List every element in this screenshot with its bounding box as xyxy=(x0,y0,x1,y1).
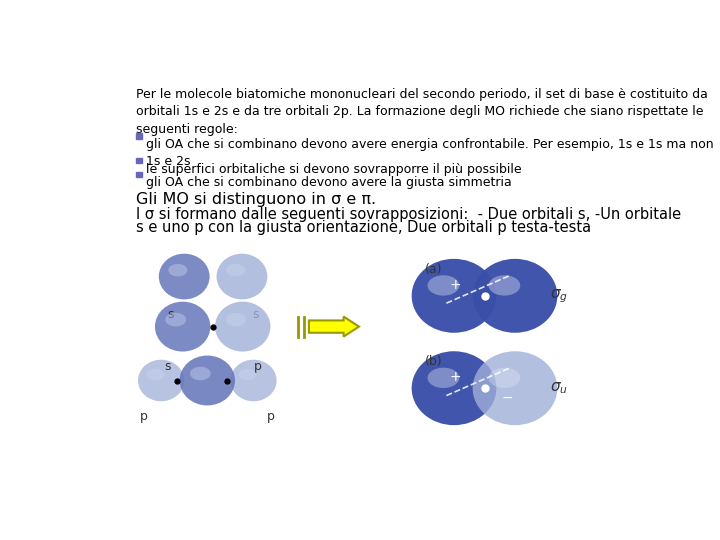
Text: +: + xyxy=(449,370,461,384)
Text: le superfici orbitaliche si devono sovrapporre il più possibile: le superfici orbitaliche si devono sovra… xyxy=(145,163,521,176)
Text: p: p xyxy=(254,361,262,374)
Ellipse shape xyxy=(428,368,459,388)
Ellipse shape xyxy=(215,302,271,352)
Text: $\sigma_u$: $\sigma_u$ xyxy=(550,380,568,396)
Text: s: s xyxy=(167,308,174,321)
FancyArrow shape xyxy=(309,316,359,336)
Ellipse shape xyxy=(217,254,267,299)
Ellipse shape xyxy=(412,259,496,333)
Text: +: + xyxy=(449,278,461,292)
Text: gli OA che si combinano devono avere la giusta simmetria: gli OA che si combinano devono avere la … xyxy=(145,177,511,190)
Text: $\sigma_g$: $\sigma_g$ xyxy=(550,287,568,305)
Ellipse shape xyxy=(225,313,246,327)
Ellipse shape xyxy=(147,369,164,380)
Ellipse shape xyxy=(179,355,235,406)
Ellipse shape xyxy=(412,351,496,425)
Text: I σ si formano dalle seguenti sovrapposizioni:  - Due orbitali s, -Un orbitale: I σ si formano dalle seguenti sovrapposi… xyxy=(137,207,682,222)
Text: Per le molecole biatomiche mononucleari del secondo periodo, il set di base è co: Per le molecole biatomiche mononucleari … xyxy=(137,88,708,136)
Bar xyxy=(137,172,142,177)
Text: (a): (a) xyxy=(426,262,443,275)
Ellipse shape xyxy=(226,264,245,276)
Text: s: s xyxy=(164,361,171,374)
Ellipse shape xyxy=(472,351,557,425)
Text: (b): (b) xyxy=(426,355,443,368)
Ellipse shape xyxy=(159,254,210,299)
Text: gli OA che si combinano devono avere energia confrontabile. Per esempio, 1s e 1s: gli OA che si combinano devono avere ene… xyxy=(145,138,714,168)
Ellipse shape xyxy=(168,264,187,276)
Ellipse shape xyxy=(155,302,210,352)
Text: p: p xyxy=(266,410,274,423)
Ellipse shape xyxy=(190,367,211,380)
Text: p: p xyxy=(140,410,148,423)
Text: s: s xyxy=(253,308,259,321)
Text: −: − xyxy=(502,390,513,404)
Bar xyxy=(137,158,142,164)
Bar xyxy=(137,133,142,139)
Ellipse shape xyxy=(489,275,521,295)
Ellipse shape xyxy=(472,259,557,333)
Ellipse shape xyxy=(489,368,521,388)
Ellipse shape xyxy=(166,313,186,327)
Text: s e uno p con la giusta orientazione, Due orbitali p testa-testa: s e uno p con la giusta orientazione, Du… xyxy=(137,220,592,234)
Text: Gli MO si distinguono in σ e π.: Gli MO si distinguono in σ e π. xyxy=(137,192,377,207)
Ellipse shape xyxy=(239,369,256,380)
Ellipse shape xyxy=(230,360,276,401)
Ellipse shape xyxy=(428,275,459,295)
Ellipse shape xyxy=(138,360,184,401)
